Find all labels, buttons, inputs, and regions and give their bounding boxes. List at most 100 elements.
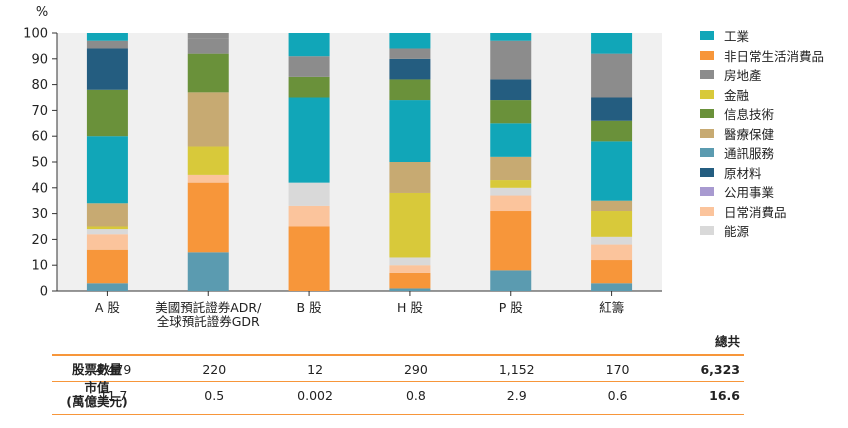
y-tick-label: 40 [31,181,48,196]
y-tick-label: 80 [31,78,48,93]
legend-swatch [700,109,714,119]
table-row-rule [52,381,744,382]
bar-segment [389,58,431,80]
bar-segment [86,249,128,284]
row-value: 170 [605,362,630,377]
bar-segment [187,53,229,93]
legend-item: 非日常生活消費品 [700,46,824,66]
bar-segment [86,229,128,235]
bar-segment [389,162,431,193]
bar-segment [389,79,431,101]
bar-segment [288,33,330,57]
bar-segment [490,211,532,271]
legend-item: 醫療保健 [700,124,824,144]
chart-legend: 工業 非日常生活消費品 房地產 金融 信息技術 醫療保健 通訊服務 原材料 公用事業 日常消費品能… [700,26,824,241]
legend-swatch [700,70,714,80]
legend-item: 金融 [700,85,824,105]
legend-swatch [700,128,714,138]
row-value: 220 [202,362,227,377]
row-value: 290 [403,362,428,377]
bar-segment [86,234,128,250]
row-label: 市值 (萬億美元) [66,380,128,409]
row-value: 0.5 [204,388,225,403]
bar-segment [591,97,633,121]
legend-swatch [700,187,714,197]
legend-item: 日常消費品 [700,202,824,222]
legend-label: 房地產 [724,68,762,84]
legend-swatch [700,226,714,236]
x-category-label: A 股 [95,300,121,315]
legend-swatch [700,206,714,216]
legend-swatch [700,148,714,158]
x-category-label: P 股 [499,300,524,315]
row-value: 0.002 [297,388,333,403]
legend-label: 通訊服務 [724,146,775,162]
bar-segment [187,33,229,39]
legend-item: 原材料 [700,163,824,183]
legend-label: 信息技術 [724,107,775,123]
y-tick-label: 50 [31,156,48,171]
legend-item: 能源 [700,221,824,241]
bar-segment [288,76,330,98]
legend-swatch [700,31,714,41]
y-tick-label: 70 [31,104,48,119]
bar-segment [86,226,128,230]
legend-label: 金融 [724,87,750,103]
bar-segment [288,205,330,227]
bar-segment [187,182,229,253]
y-tick-label: 20 [31,233,48,248]
legend-label: 原材料 [724,165,762,181]
bar-segment [490,195,532,212]
total-header: 總共 [714,334,740,349]
row-total: 16.6 [709,388,740,403]
bar-segment [591,236,633,245]
y-axis-unit: % [36,5,48,20]
bar-segment [389,48,431,59]
row-value: 12 [307,362,324,377]
bar-segment [288,182,330,206]
bar-segment [187,174,229,183]
y-tick-label: 90 [31,52,48,67]
legend-item: 工業 [700,26,824,46]
y-tick-label: 60 [31,130,48,145]
row-value: 11.7 [99,388,128,403]
legend-label: 非日常生活消費品 [724,48,825,64]
legend-swatch [700,89,714,99]
bar-segment [86,136,128,204]
table-top-rule [52,354,744,356]
bar-segment [591,283,633,291]
bar-segment [591,53,633,98]
bar-segment [187,92,229,147]
x-category-label: B 股 [297,300,323,315]
bar-segment [490,40,532,80]
bar-segment [591,211,633,237]
bar-segment [86,203,128,227]
bar-segment [591,120,633,142]
bar-segment [86,283,128,291]
row-value: 0.8 [405,388,426,403]
bar-segment [86,40,128,49]
row-value: 4,479 [95,362,132,377]
bar-segment [389,33,431,49]
bar-segment [86,33,128,41]
bar-segment [288,226,330,291]
table-row-rule [52,414,744,415]
x-category-label: 全球預託證券GDR [157,314,260,329]
row-total: 6,323 [700,362,740,377]
legend-item: 信息技術 [700,104,824,124]
y-tick-label: 10 [31,259,48,274]
bar-segment [591,33,633,54]
bar-segment [389,288,431,291]
bar-segment [86,89,128,137]
bar-segment [591,244,633,261]
y-tick-label: 30 [31,207,48,222]
x-category-label: 紅籌 [599,300,624,315]
bar-segment [490,270,532,291]
bar-segment [389,100,431,162]
legend-swatch [700,50,714,60]
legend-swatch [700,167,714,177]
row-label: 股票數量 [71,362,122,377]
bar-segment [591,200,633,212]
legend-label: 能源 [724,224,750,240]
y-tick-label: 0 [40,285,48,300]
